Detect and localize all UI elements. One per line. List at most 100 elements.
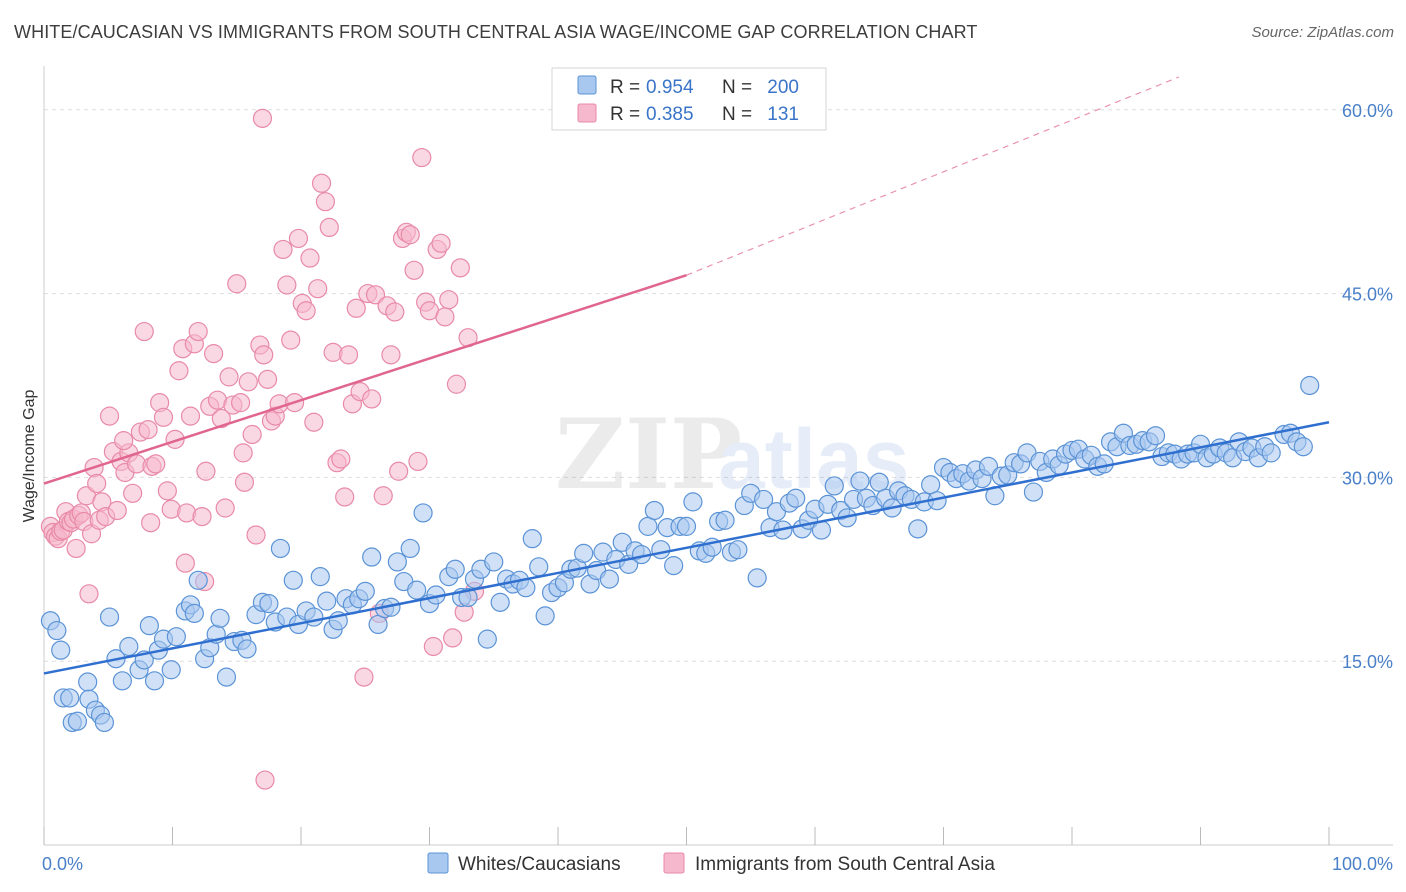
y-tick-label: 30.0% [1342,468,1393,488]
data-point [210,608,230,628]
data-point [270,538,291,559]
watermark-zip: ZIP [555,398,742,511]
x-tick-min: 0.0% [42,854,83,874]
data-point [317,591,337,611]
data-point [219,367,239,387]
data-point [638,516,658,536]
data-point [412,147,432,168]
correlation-legend: R = 0.954 N = 200 R = 0.385 N = 131 [551,67,827,131]
data-point [119,636,139,657]
x-tick-max: 100.0% [1332,854,1393,874]
data-point [824,476,844,496]
data-point [385,302,405,322]
data-point [529,557,549,577]
legend-swatch-pink [577,103,597,123]
data-point [107,500,127,521]
data-point [387,552,407,572]
series-legend-label-immigrants: Immigrants from South Central Asia [695,854,995,875]
data-point [215,498,235,518]
data-point [273,239,293,260]
data-point [423,636,443,657]
data-point [146,454,166,474]
data-point [407,580,427,600]
chart-title: WHITE/CAUCASIAN VS IMMIGRANTS FROM SOUTH… [14,22,978,42]
axes [43,66,1393,846]
data-point [304,412,324,432]
data-point [114,431,134,451]
y-tick-label: 15.0% [1342,652,1393,672]
data-point [439,290,459,310]
data-point [354,667,374,687]
data-point [599,569,620,589]
series-legend-label-whites: Whites/Caucasians [458,854,621,875]
data-point [644,500,664,521]
data-point [676,516,697,536]
data-point [300,248,320,268]
data-point [175,553,195,573]
legend-r-value-2: 0.385 [646,104,694,125]
data-point [921,475,941,495]
data-point [445,559,465,579]
series-legend-swatch-whites [427,852,449,874]
data-point [346,298,366,318]
data-point [310,567,330,587]
data-point [683,492,703,512]
data-point [277,275,297,295]
legend-n-label-1: N = [722,77,752,98]
data-point [522,529,542,549]
data-point [408,451,428,472]
data-point [79,584,99,604]
data-point [281,330,301,350]
data-point [138,419,158,440]
y-tick-label: 60.0% [1342,101,1393,121]
data-point [869,472,889,492]
data-point [786,488,806,508]
data-point [288,228,309,249]
data-point [188,321,208,342]
data-point [123,483,143,503]
data-point [47,620,67,641]
data-point [1145,426,1166,446]
data-point [296,301,316,321]
data-point [753,489,774,510]
legend-r-label-2: R = [610,104,640,125]
data-point [252,108,273,128]
data-point [311,173,332,193]
data-point [254,345,274,365]
data-point [435,307,455,327]
data-point [490,592,510,612]
data-point [255,770,275,790]
data-point [51,640,71,660]
data-point [184,603,204,624]
data-point [99,607,120,627]
data-point [227,274,247,294]
data-point [60,688,80,708]
data-point [431,233,451,253]
data-point [112,671,132,691]
data-point [257,369,278,389]
data-point [389,461,409,481]
data-point [365,285,386,305]
trend-lines [43,76,1330,675]
data-point [458,587,478,608]
data-point [188,570,208,590]
data-point [233,443,253,463]
data-point [443,628,463,648]
data-point [331,449,351,469]
data-point [1261,443,1281,463]
data-point [535,606,555,626]
data-point [66,538,86,559]
data-point [1293,437,1313,457]
data-point [192,506,212,527]
series-whites-points [40,375,1320,733]
data-point [304,607,324,627]
data-point [400,538,420,559]
data-point [338,345,359,365]
legend-box [551,67,827,131]
data-point [67,711,88,731]
data-point [259,593,279,614]
data-point [484,552,504,572]
data-point [87,473,107,494]
series-immigrants-points [40,108,485,790]
data-point [335,487,355,507]
